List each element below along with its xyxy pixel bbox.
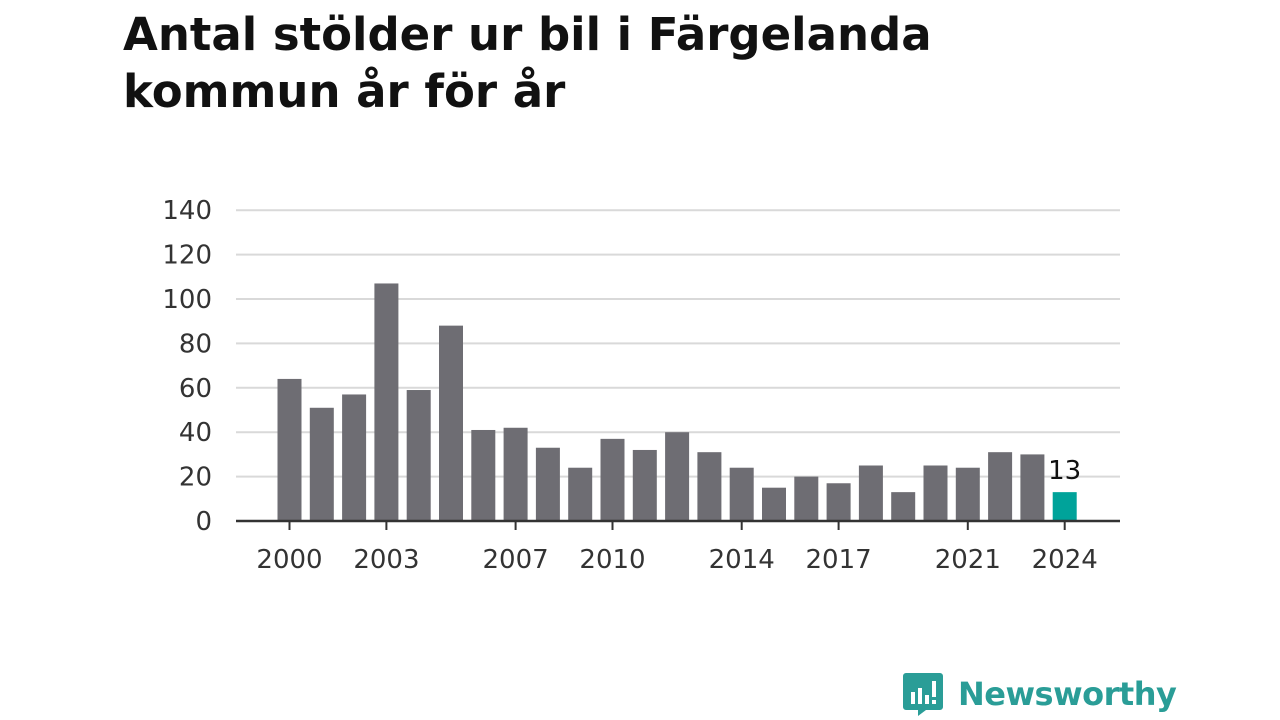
x-tick-label: 2003 — [353, 545, 419, 575]
y-tick-label: 100 — [162, 285, 212, 315]
newsworthy-brand[interactable]: Newsworthy — [902, 670, 1177, 718]
bar-2023 — [1020, 454, 1045, 521]
bar-2019 — [891, 492, 916, 521]
bar-2017 — [826, 483, 851, 521]
x-tick-label: 2014 — [709, 545, 775, 575]
x-tick-label: 2007 — [483, 545, 549, 575]
x-tick-label: 2000 — [256, 545, 322, 575]
bar-2007 — [503, 427, 528, 521]
bar-2014 — [729, 467, 754, 521]
bar-2004 — [406, 390, 431, 521]
brand-name: Newsworthy — [958, 675, 1177, 713]
bar-2010 — [600, 438, 625, 521]
bar-2001 — [309, 407, 334, 521]
bar-2006 — [471, 429, 496, 521]
x-tick-label: 2017 — [806, 545, 872, 575]
bars — [277, 283, 1077, 521]
data-labels: 13 — [1048, 456, 1081, 486]
bar-2012 — [665, 432, 690, 521]
chart-title: Antal stölder ur bil i Färgelanda kommun… — [123, 8, 932, 118]
bar-2003 — [374, 283, 399, 521]
y-tick-label: 60 — [179, 374, 212, 404]
bar-2016 — [794, 476, 819, 521]
y-tick-label: 0 — [195, 507, 212, 537]
bar-2015 — [762, 487, 786, 521]
x-tick-label: 2024 — [1032, 545, 1098, 575]
x-axis-ticks: 2000 2003 2007 2010 2014 2017 2021 2024 — [256, 521, 1098, 575]
bar-2018 — [858, 465, 883, 521]
bar-2011 — [632, 449, 657, 521]
bar-2009 — [568, 467, 593, 521]
bar-2024 — [1052, 492, 1077, 521]
bar-2005 — [439, 325, 463, 521]
y-axis-tick-labels: 0 20 40 60 80 100 120 140 — [162, 196, 212, 537]
y-tick-label: 40 — [179, 418, 212, 448]
y-tick-label: 120 — [162, 241, 212, 271]
bar-2021 — [955, 467, 980, 521]
x-tick-label: 2010 — [579, 545, 645, 575]
newsworthy-logo-icon — [903, 673, 943, 716]
data-label-2024: 13 — [1048, 456, 1081, 486]
bar-2022 — [988, 452, 1013, 521]
y-tick-label: 20 — [179, 463, 212, 493]
bar-2002 — [342, 394, 367, 521]
x-tick-label: 2021 — [935, 545, 1001, 575]
y-tick-label: 140 — [162, 196, 212, 226]
bar-2000 — [277, 378, 302, 521]
bar-2008 — [535, 447, 560, 521]
bar-2020 — [923, 465, 948, 521]
bar-2013 — [697, 452, 722, 521]
y-tick-label: 80 — [179, 329, 212, 359]
